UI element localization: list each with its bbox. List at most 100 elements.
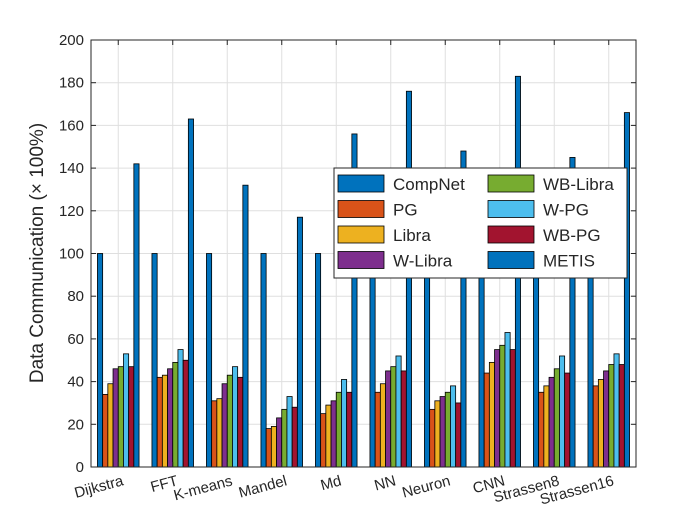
y-tick-label: 160 — [59, 117, 84, 134]
legend-swatch-pg — [337, 200, 385, 218]
legend: CompNet PG Libra W-Libra WB-Libra W-PG WB-PG ME… — [333, 167, 628, 279]
bar-wb-pg-cnn — [509, 349, 516, 468]
bar-w-libra-dijkstra — [112, 368, 119, 468]
y-tick-label: 120 — [59, 203, 84, 220]
bars — [97, 75, 630, 468]
y-tick-label: 200 — [59, 32, 84, 49]
bar-libra-md — [325, 404, 332, 468]
bar-pg-strassen16 — [592, 385, 599, 468]
bar-w-libra-strassen8 — [548, 376, 555, 468]
y-tick-label: 100 — [59, 246, 84, 263]
bar-libra-fft — [161, 374, 168, 468]
bar-w-pg-neuron — [450, 385, 457, 468]
bar-w-libra-nn — [385, 370, 392, 468]
bar-wb-pg-dijkstra — [128, 366, 135, 468]
bar-libra-strassen16 — [597, 379, 604, 468]
bar-wb-libra-mandel — [281, 408, 288, 468]
bar-pg-mandel — [265, 428, 272, 468]
bar-compnet-k-means — [206, 253, 213, 468]
bar-compnet-strassen8 — [533, 253, 540, 468]
bar-pg-k-means — [211, 400, 218, 468]
legend-swatch-compnet — [337, 174, 385, 193]
y-tick-label: 140 — [59, 160, 84, 177]
bar-w-pg-k-means — [232, 366, 239, 468]
bar-wb-libra-cnn — [499, 344, 506, 468]
legend-label-compnet: CompNet — [393, 175, 465, 194]
bar-wb-pg-neuron — [455, 402, 462, 468]
y-tick-label: 20 — [67, 416, 84, 433]
x-tick-label: NN — [372, 472, 397, 494]
bar-wb-pg-k-means — [237, 376, 244, 468]
legend-label-wb-pg: WB-PG — [543, 226, 601, 245]
bar-compnet-md — [315, 253, 322, 468]
bar-compnet-mandel — [260, 253, 267, 468]
bar-w-libra-strassen16 — [603, 370, 610, 468]
y-tick-label: 80 — [67, 288, 84, 305]
bar-metis-fft — [187, 118, 194, 468]
legend-label-wb-libra: WB-Libra — [543, 175, 614, 194]
bar-wb-libra-fft — [172, 361, 179, 468]
bar-libra-cnn — [488, 361, 495, 468]
bar-w-libra-k-means — [221, 383, 228, 468]
bar-wb-libra-neuron — [444, 391, 451, 468]
legend-label-pg: PG — [393, 201, 418, 220]
y-axis-label: Data Communication (× 100%) — [27, 123, 48, 383]
y-tick-label: 40 — [67, 374, 84, 391]
y-tick-label: 180 — [59, 75, 84, 92]
legend-swatch-libra — [337, 225, 385, 244]
bar-w-pg-strassen8 — [559, 355, 566, 468]
bar-wb-libra-strassen16 — [608, 364, 615, 468]
bar-wb-libra-strassen8 — [553, 368, 560, 468]
bar-libra-nn — [379, 383, 386, 468]
bar-pg-neuron — [429, 408, 436, 468]
legend-label-libra: Libra — [393, 226, 431, 245]
bar-wb-pg-mandel — [291, 406, 298, 468]
bar-pg-dijkstra — [102, 394, 109, 468]
bar-metis-dijkstra — [133, 163, 140, 468]
legend-swatch-w-pg — [487, 200, 535, 218]
bar-libra-dijkstra — [107, 383, 114, 468]
bar-w-libra-mandel — [276, 417, 283, 468]
legend-swatch-wb-libra — [487, 174, 535, 193]
bar-wb-libra-dijkstra — [117, 366, 124, 468]
bar-compnet-fft — [151, 253, 158, 468]
legend-label-metis: METIS — [543, 252, 595, 271]
bar-w-pg-fft — [177, 349, 184, 468]
bar-pg-nn — [374, 391, 381, 468]
bar-compnet-strassen16 — [587, 253, 594, 468]
bar-w-pg-dijkstra — [123, 353, 130, 468]
bar-pg-cnn — [483, 372, 490, 468]
bar-w-pg-md — [341, 379, 348, 468]
bar-wb-pg-md — [346, 391, 353, 468]
x-tick-label: FFT — [149, 472, 180, 496]
bar-w-libra-md — [330, 400, 337, 468]
bar-wb-pg-strassen16 — [618, 364, 625, 468]
bar-w-pg-cnn — [504, 332, 511, 468]
bar-metis-mandel — [296, 216, 303, 468]
bar-compnet-cnn — [478, 253, 485, 468]
y-tick-label: 0 — [76, 459, 84, 476]
y-axis: 0 20 40 60 80 100 120 140 160 180 200 — [59, 32, 636, 476]
x-tick-label: Md — [319, 472, 344, 494]
bar-libra-mandel — [270, 426, 277, 468]
bar-libra-k-means — [216, 398, 223, 468]
legend-swatch-wb-pg — [487, 225, 535, 244]
bar-compnet-neuron — [424, 253, 431, 468]
legend-swatch-metis — [487, 251, 535, 269]
bar-compnet-dijkstra — [97, 253, 104, 468]
bar-w-libra-fft — [167, 368, 174, 468]
legend-swatch-w-libra — [337, 251, 385, 269]
bar-pg-md — [320, 413, 327, 468]
bar-wb-pg-fft — [182, 359, 189, 468]
bar-w-libra-neuron — [439, 396, 446, 468]
bar-metis-strassen16 — [623, 112, 630, 468]
bar-w-pg-mandel — [286, 396, 293, 468]
bar-w-pg-nn — [395, 355, 402, 468]
bar-pg-strassen8 — [538, 391, 545, 468]
bar-w-libra-cnn — [494, 349, 501, 468]
bar-metis-nn — [405, 90, 412, 468]
bar-w-pg-strassen16 — [613, 353, 620, 468]
bar-wb-pg-nn — [400, 370, 407, 468]
bar-wb-libra-k-means — [226, 374, 233, 468]
